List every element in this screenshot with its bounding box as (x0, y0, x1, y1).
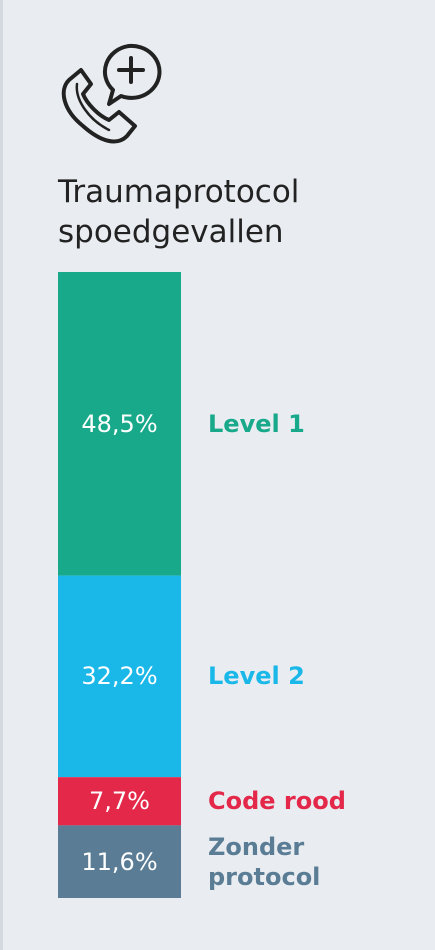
value-label: 32,2% (81, 662, 158, 691)
bar-segment (58, 777, 181, 826)
bar-segment (58, 272, 181, 576)
value-label: 11,6% (81, 847, 158, 876)
chart (58, 43, 181, 898)
category-label: Code rood (208, 787, 346, 816)
category-label: Zonder protocol (208, 832, 321, 891)
category-label: Level 1 (208, 409, 305, 438)
category-label: Level 2 (208, 662, 305, 691)
phone-icon (61, 43, 162, 144)
bar-segment (58, 575, 181, 778)
chart-title: Traumaprotocol spoedgevallen (58, 174, 300, 250)
value-label: 48,5% (81, 409, 158, 438)
value-label: 7,7% (89, 787, 150, 816)
bar-segment (58, 825, 181, 898)
